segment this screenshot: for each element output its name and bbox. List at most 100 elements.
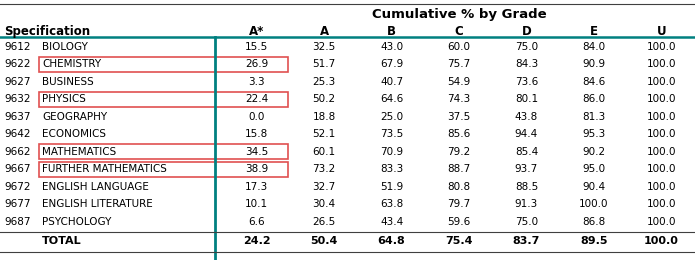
Text: 9632: 9632 (4, 94, 31, 104)
Text: 85.6: 85.6 (448, 129, 471, 139)
Text: 40.7: 40.7 (380, 77, 403, 87)
Text: 95.3: 95.3 (582, 129, 605, 139)
Text: BUSINESS: BUSINESS (42, 77, 94, 87)
Text: 32.5: 32.5 (313, 42, 336, 52)
Text: TOTAL: TOTAL (42, 236, 81, 246)
Text: 9637: 9637 (4, 112, 31, 122)
Text: CHEMISTRY: CHEMISTRY (42, 59, 101, 69)
Text: 89.5: 89.5 (580, 236, 607, 246)
Text: GEOGRAPHY: GEOGRAPHY (42, 112, 107, 122)
Text: Specification: Specification (4, 25, 90, 38)
Text: 84.3: 84.3 (515, 59, 538, 69)
Text: 84.0: 84.0 (582, 42, 605, 52)
Text: 75.0: 75.0 (515, 217, 538, 227)
Text: 43.4: 43.4 (380, 217, 403, 227)
Text: 6.6: 6.6 (248, 217, 265, 227)
Text: 84.6: 84.6 (582, 77, 605, 87)
Text: ENGLISH LITERATURE: ENGLISH LITERATURE (42, 199, 153, 209)
Text: 37.5: 37.5 (448, 112, 471, 122)
Text: 50.4: 50.4 (311, 236, 338, 246)
Text: 100.0: 100.0 (646, 112, 676, 122)
Text: 90.4: 90.4 (582, 182, 605, 192)
Text: 63.8: 63.8 (380, 199, 403, 209)
Text: 9612: 9612 (4, 42, 31, 52)
Text: 9677: 9677 (4, 199, 31, 209)
Text: 0.0: 0.0 (249, 112, 265, 122)
Text: 100.0: 100.0 (644, 236, 679, 246)
Text: 100.0: 100.0 (646, 42, 676, 52)
Text: 38.9: 38.9 (245, 164, 268, 174)
Text: 43.8: 43.8 (515, 112, 538, 122)
Bar (39, 57, 288, 72)
Text: 80.1: 80.1 (515, 94, 538, 104)
Text: 26.5: 26.5 (313, 217, 336, 227)
Text: 100.0: 100.0 (646, 199, 676, 209)
Text: 9642: 9642 (4, 129, 31, 139)
Text: 74.3: 74.3 (448, 94, 471, 104)
Text: 51.7: 51.7 (313, 59, 336, 69)
Text: 93.7: 93.7 (515, 164, 538, 174)
Text: 88.5: 88.5 (515, 182, 538, 192)
Text: FURTHER MATHEMATICS: FURTHER MATHEMATICS (42, 164, 167, 174)
Text: 88.7: 88.7 (448, 164, 471, 174)
Text: A*: A* (249, 25, 264, 38)
Text: 9662: 9662 (4, 147, 31, 157)
Text: 9627: 9627 (4, 77, 31, 87)
Text: 100.0: 100.0 (646, 217, 676, 227)
Text: 3.3: 3.3 (248, 77, 265, 87)
Text: 100.0: 100.0 (646, 164, 676, 174)
Text: 32.7: 32.7 (313, 182, 336, 192)
Text: 15.5: 15.5 (245, 42, 268, 52)
Text: 79.2: 79.2 (448, 147, 471, 157)
Text: 73.6: 73.6 (515, 77, 538, 87)
Text: 86.8: 86.8 (582, 217, 605, 227)
Text: 9622: 9622 (4, 59, 31, 69)
Text: 90.2: 90.2 (582, 147, 605, 157)
Text: 64.6: 64.6 (380, 94, 403, 104)
Text: 94.4: 94.4 (515, 129, 538, 139)
Text: 86.0: 86.0 (582, 94, 605, 104)
Text: 70.9: 70.9 (380, 147, 403, 157)
Text: 60.1: 60.1 (313, 147, 336, 157)
Text: 100.0: 100.0 (646, 77, 676, 87)
Text: 90.9: 90.9 (582, 59, 605, 69)
Text: 83.3: 83.3 (380, 164, 403, 174)
Text: 81.3: 81.3 (582, 112, 605, 122)
Text: MATHEMATICS: MATHEMATICS (42, 147, 116, 157)
Text: 9687: 9687 (4, 217, 31, 227)
Text: 10.1: 10.1 (245, 199, 268, 209)
Text: 91.3: 91.3 (515, 199, 538, 209)
Text: 9667: 9667 (4, 164, 31, 174)
Text: 60.0: 60.0 (448, 42, 471, 52)
Text: U: U (657, 25, 666, 38)
Text: D: D (521, 25, 531, 38)
Text: 83.7: 83.7 (513, 236, 540, 246)
Text: 80.8: 80.8 (448, 182, 471, 192)
Text: 30.4: 30.4 (313, 199, 336, 209)
Text: 51.9: 51.9 (380, 182, 403, 192)
Text: 67.9: 67.9 (380, 59, 403, 69)
Text: 64.8: 64.8 (377, 236, 405, 246)
Text: 73.5: 73.5 (380, 129, 403, 139)
Text: ECONOMICS: ECONOMICS (42, 129, 106, 139)
Text: 43.0: 43.0 (380, 42, 403, 52)
Text: 18.8: 18.8 (313, 112, 336, 122)
Text: 75.4: 75.4 (445, 236, 473, 246)
Text: E: E (590, 25, 598, 38)
Text: C: C (455, 25, 464, 38)
Text: 100.0: 100.0 (646, 182, 676, 192)
Text: 95.0: 95.0 (582, 164, 605, 174)
Bar (39, 162, 288, 177)
Text: 25.3: 25.3 (313, 77, 336, 87)
Text: 75.0: 75.0 (515, 42, 538, 52)
Text: 100.0: 100.0 (579, 199, 609, 209)
Text: 9672: 9672 (4, 182, 31, 192)
Text: BIOLOGY: BIOLOGY (42, 42, 88, 52)
Text: 100.0: 100.0 (646, 147, 676, 157)
Text: 100.0: 100.0 (646, 94, 676, 104)
Text: ENGLISH LANGUAGE: ENGLISH LANGUAGE (42, 182, 149, 192)
Text: 100.0: 100.0 (646, 129, 676, 139)
Text: 79.7: 79.7 (448, 199, 471, 209)
Text: 25.0: 25.0 (380, 112, 403, 122)
Text: 26.9: 26.9 (245, 59, 268, 69)
